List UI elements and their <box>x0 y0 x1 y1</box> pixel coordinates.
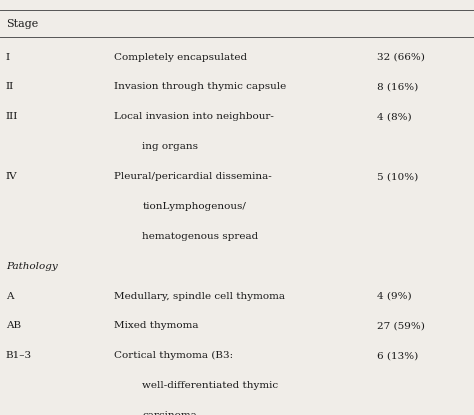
Text: well-differentiated thymic: well-differentiated thymic <box>142 381 278 390</box>
Text: A: A <box>6 292 13 300</box>
Text: ing organs: ing organs <box>142 142 198 151</box>
Text: Cortical thymoma (B3:: Cortical thymoma (B3: <box>114 351 233 360</box>
Text: B1–3: B1–3 <box>6 352 32 360</box>
Text: tionLymphogenous/: tionLymphogenous/ <box>142 202 246 211</box>
Text: hematogenous spread: hematogenous spread <box>142 232 258 241</box>
Text: Mixed thymoma: Mixed thymoma <box>114 322 198 330</box>
Text: 6 (13%): 6 (13%) <box>377 352 418 360</box>
Text: Pleural/pericardial dissemina-: Pleural/pericardial dissemina- <box>114 172 272 181</box>
Text: Medullary, spindle cell thymoma: Medullary, spindle cell thymoma <box>114 292 285 300</box>
Text: II: II <box>6 83 14 91</box>
Text: 27 (59%): 27 (59%) <box>377 322 425 330</box>
Text: 4 (8%): 4 (8%) <box>377 112 411 121</box>
Text: 4 (9%): 4 (9%) <box>377 292 411 300</box>
Text: IV: IV <box>6 172 18 181</box>
Text: Stage: Stage <box>6 19 38 29</box>
Text: carcinoma: carcinoma <box>142 411 197 415</box>
Text: Local invasion into neighbour-: Local invasion into neighbour- <box>114 112 273 121</box>
Text: Completely encapsulated: Completely encapsulated <box>114 53 247 61</box>
Text: 5 (10%): 5 (10%) <box>377 172 418 181</box>
Text: 32 (66%): 32 (66%) <box>377 53 425 61</box>
Text: Pathology: Pathology <box>6 262 57 271</box>
Text: Invasion through thymic capsule: Invasion through thymic capsule <box>114 83 286 91</box>
Text: 8 (16%): 8 (16%) <box>377 83 418 91</box>
Text: III: III <box>6 112 18 121</box>
Text: I: I <box>6 53 10 61</box>
Text: AB: AB <box>6 322 21 330</box>
